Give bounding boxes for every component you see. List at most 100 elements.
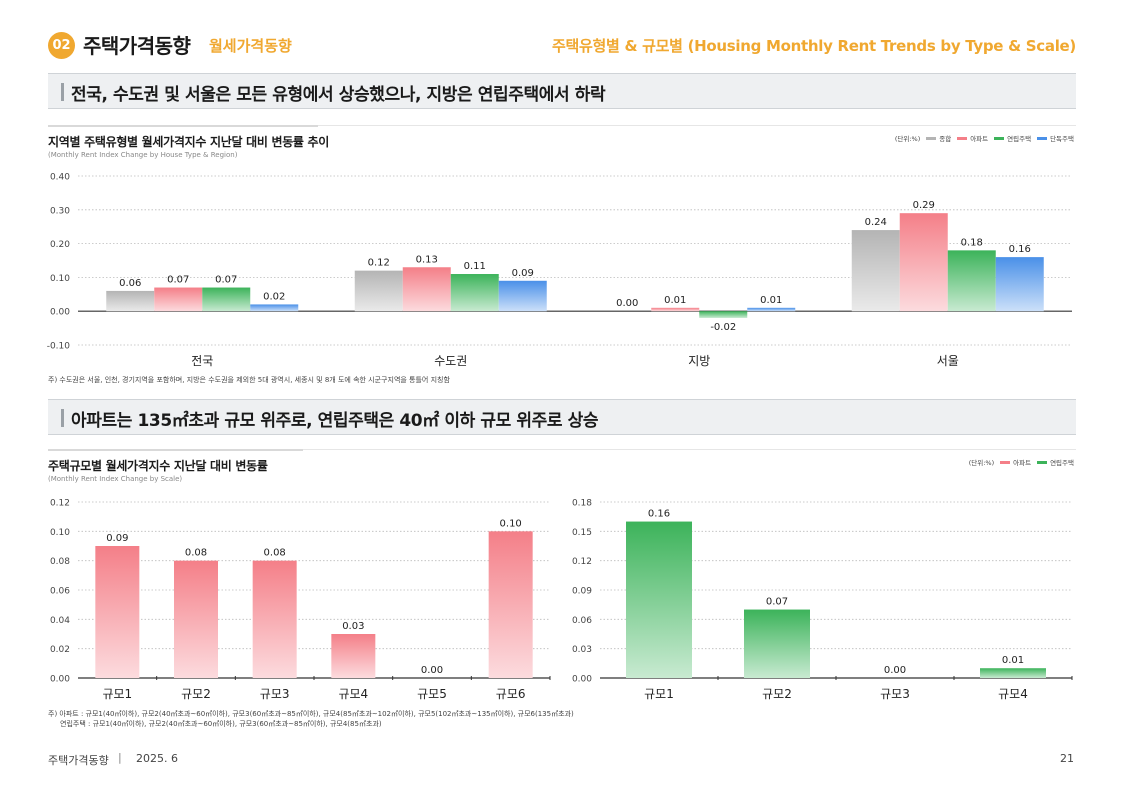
bar-c2-0-0 bbox=[95, 546, 140, 678]
bar-c2-2-0 bbox=[252, 560, 297, 678]
legend-item-detached: 단독주택 bbox=[1037, 133, 1074, 143]
section1-banner: 전국, 수도권 및 서울은 모든 유형에서 상승했으나, 지방은 연립주택에서 … bbox=[48, 73, 1076, 109]
legend-swatch-apartment bbox=[957, 136, 968, 140]
bar-c2-3-0 bbox=[331, 634, 376, 678]
chart1-subtitle: (Monthly Rent Index Change by House Type… bbox=[48, 151, 238, 159]
legend-label-apartment: 아파트 bbox=[1013, 459, 1032, 467]
section-title: 주택유형별 & 규모별 (Housing Monthly Rent Trends… bbox=[552, 37, 1076, 55]
y-tick-label: 0.20 bbox=[50, 240, 70, 250]
section2-rule bbox=[48, 449, 303, 451]
footer-separator: | bbox=[118, 751, 122, 764]
y-tick-label: 0.15 bbox=[572, 528, 592, 538]
section-number-badge: 02 bbox=[48, 32, 75, 59]
bar-c1-1-0 bbox=[354, 270, 403, 312]
section2-banner: 아파트는 135㎡초과 규모 위주로, 연립주택은 40㎡ 이하 규모 위주로 … bbox=[48, 399, 1076, 435]
legend-label-total: 종합 bbox=[939, 135, 952, 143]
x-category-label: 규모5 bbox=[417, 687, 447, 701]
bar-c1-3-3 bbox=[995, 257, 1044, 312]
bar-c1-1-2 bbox=[450, 274, 499, 312]
y-tick-label: 0.12 bbox=[50, 499, 70, 509]
y-tick-label: 0.08 bbox=[50, 557, 70, 567]
y-tick-label: 0.02 bbox=[50, 645, 70, 655]
page-header: 02 주택가격동향 월세가격동향 주택유형별 & 규모별 (Housing Mo… bbox=[48, 30, 1076, 62]
chart1-title: 지역별 주택유형별 월세가격지수 지난달 대비 변동률 추이 bbox=[48, 135, 330, 149]
data-label: 0.24 bbox=[865, 217, 887, 228]
legend-item-apartment: 아파트 bbox=[1000, 457, 1031, 467]
chart1-footnote: 주) 수도권은 서울, 인천, 경기지역을 포함하며, 지방은 수도권을 제외한… bbox=[48, 376, 450, 384]
section1-headline: 전국, 수도권 및 서울은 모든 유형에서 상승했으나, 지방은 연립주택에서 … bbox=[71, 85, 606, 105]
data-label: 0.07 bbox=[766, 597, 788, 608]
data-label: 0.06 bbox=[119, 278, 141, 289]
legend-swatch-total bbox=[926, 136, 937, 140]
legend-item-rowhouse: 연립주택 bbox=[1037, 457, 1074, 467]
data-label: 0.00 bbox=[616, 298, 638, 309]
y-tick-label: 0.12 bbox=[572, 557, 592, 567]
data-label: 0.02 bbox=[263, 291, 285, 302]
data-label: 0.09 bbox=[106, 533, 128, 544]
x-category-label: 규모4 bbox=[338, 687, 368, 701]
bar-c3-0-0 bbox=[626, 521, 692, 678]
x-category-label: 수도권 bbox=[434, 354, 467, 368]
data-label: 0.11 bbox=[464, 261, 486, 272]
data-label: 0.01 bbox=[760, 295, 782, 306]
data-label: 0.01 bbox=[1002, 655, 1024, 666]
bar-c3-3-0 bbox=[980, 668, 1046, 678]
bar-c1-3-0 bbox=[851, 230, 900, 312]
bar-c1-2-3 bbox=[747, 307, 796, 312]
section1-rule-thin bbox=[318, 125, 1076, 126]
y-tick-label: 0.00 bbox=[50, 308, 70, 318]
chart3-rowhouse-scale-bar-chart: 0.18 0.15 0.12 0.09 0.06 0.03 0.00 0.16 규모1 0.07 규… bbox=[572, 499, 1073, 701]
legend-label-rowhouse: 연립주택 bbox=[1050, 459, 1074, 467]
data-label: 0.00 bbox=[421, 665, 443, 676]
bar-c1-0-2 bbox=[202, 287, 251, 312]
bar-c1-1-1 bbox=[402, 267, 451, 312]
section2-headline: 아파트는 135㎡초과 규모 위주로, 연립주택은 40㎡ 이하 규모 위주로 … bbox=[71, 411, 599, 431]
data-label: 0.08 bbox=[264, 548, 286, 559]
legend-swatch-rowhouse bbox=[994, 136, 1005, 140]
data-label: 0.03 bbox=[342, 621, 364, 632]
data-label: -0.02 bbox=[710, 322, 736, 333]
section2-rule-thin bbox=[303, 449, 1076, 450]
y-tick-label: 0.00 bbox=[50, 675, 70, 685]
data-label: 0.09 bbox=[512, 268, 534, 279]
footer-date: 2025. 6 bbox=[136, 752, 178, 765]
data-label: 0.18 bbox=[961, 237, 983, 248]
chart2-legend: (단위:%) 아파트 연립주택 bbox=[969, 457, 1074, 467]
bar-c1-0-0 bbox=[106, 290, 155, 312]
bar-c2-1-0 bbox=[174, 560, 218, 678]
chart2-title: 주택규모별 월세가격지수 지난달 대비 변동률 bbox=[48, 459, 268, 473]
x-category-label: 규모1 bbox=[644, 687, 674, 701]
y-tick-label: 0.40 bbox=[50, 173, 70, 183]
banner-bar bbox=[61, 409, 64, 427]
data-label: 0.08 bbox=[185, 548, 207, 559]
bar-c1-0-1 bbox=[154, 287, 203, 312]
y-tick-label: 0.06 bbox=[50, 587, 70, 597]
legend-swatch-detached bbox=[1037, 136, 1048, 140]
y-tick-label: 0.30 bbox=[50, 206, 70, 216]
y-tick-label: 0.10 bbox=[50, 528, 70, 538]
chart2-subtitle: (Monthly Rent Index Change by Scale) bbox=[48, 475, 183, 483]
x-category-label: 서울 bbox=[937, 354, 959, 368]
bar-c2-5-0 bbox=[488, 531, 533, 678]
chart2-footnote-line2: 연립주택 : 규모1(40㎡이하), 규모2(40㎡초과~60㎡이하), 규모3… bbox=[60, 720, 382, 728]
page-title: 주택가격동향 bbox=[83, 34, 191, 58]
y-tick-label: 0.09 bbox=[572, 587, 592, 597]
page-subtitle: 월세가격동향 bbox=[209, 37, 292, 55]
x-category-label: 규모6 bbox=[496, 687, 526, 701]
data-label: 0.01 bbox=[664, 295, 686, 306]
x-category-label: 규모2 bbox=[762, 687, 792, 701]
data-label: 0.29 bbox=[913, 200, 935, 211]
legend-label-detached: 단독주택 bbox=[1050, 135, 1074, 143]
chart1-region-bar-chart: 0.40 0.30 0.20 0.10 0.00 -0.10 0.06 0.07 0.07 0.0… bbox=[47, 173, 1072, 368]
data-label: 0.16 bbox=[1009, 244, 1031, 255]
legend-label-rowhouse: 연립주택 bbox=[1007, 135, 1032, 143]
section1-rule bbox=[48, 125, 318, 127]
data-label: 0.13 bbox=[416, 254, 438, 265]
x-category-label: 규모1 bbox=[102, 687, 132, 701]
x-category-label: 규모2 bbox=[181, 687, 211, 701]
x-category-label: 규모3 bbox=[260, 687, 290, 701]
banner-bar bbox=[61, 83, 64, 101]
bar-c1-3-1 bbox=[899, 213, 948, 312]
legend-item-total: 종합 bbox=[926, 133, 951, 143]
legend-swatch-rowhouse bbox=[1037, 460, 1048, 464]
